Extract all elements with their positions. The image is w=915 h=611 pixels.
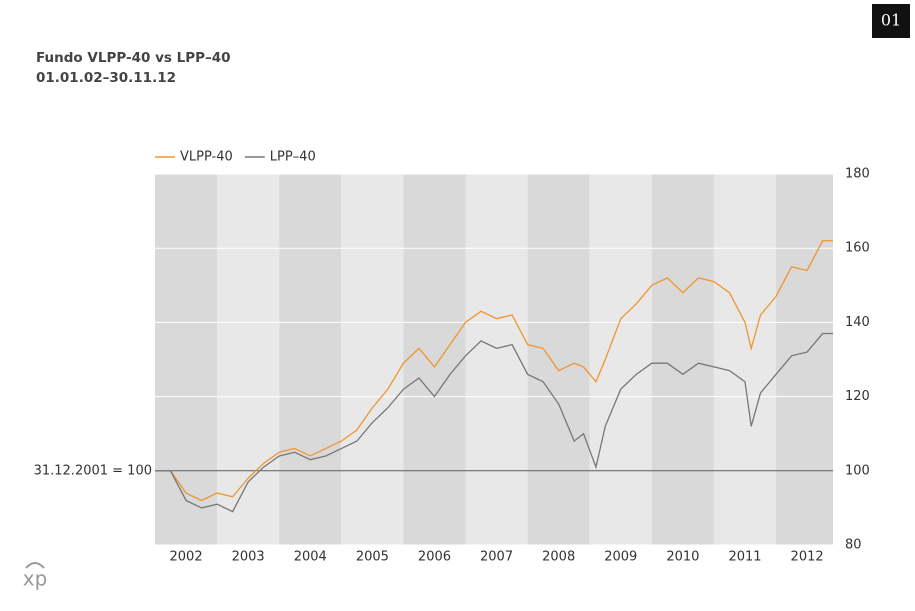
series-line [155, 240, 833, 502]
x-tick-label: 2003 [232, 550, 265, 565]
year-band [465, 174, 528, 545]
reference-label: 31.12.2001 = 100 [34, 463, 152, 478]
chart-subtitle: 01.01.02–30.11.12 [36, 70, 176, 86]
y-tick-label: 160 [845, 241, 870, 256]
year-band [589, 174, 652, 545]
year-band [776, 174, 833, 545]
year-band [527, 174, 590, 545]
x-tick-label: 2007 [480, 550, 513, 565]
x-tick-label: 2002 [170, 550, 203, 565]
x-tick-label: 2008 [542, 550, 575, 565]
x-tick-label: 2004 [294, 550, 327, 565]
year-band [713, 174, 777, 545]
legend-label: LPP–40 [270, 150, 316, 165]
x-tick-label: 2005 [356, 550, 389, 565]
svg-text:xp: xp [23, 567, 48, 591]
y-tick-label: 140 [845, 315, 870, 330]
year-band [403, 174, 466, 545]
series-line [155, 332, 833, 513]
y-tick-label: 80 [845, 538, 862, 553]
year-band [155, 174, 218, 545]
legend-label: VLPP-40 [180, 150, 233, 165]
logo: xp [23, 562, 48, 591]
y-tick-label: 100 [845, 463, 870, 478]
y-tick-label: 120 [845, 389, 870, 404]
x-tick-label: 2009 [604, 550, 637, 565]
year-band [341, 174, 404, 545]
chart-title: Fundo VLPP-40 vs LPP–40 [36, 50, 231, 66]
x-tick-label: 2012 [791, 550, 824, 565]
x-tick-label: 2011 [728, 550, 761, 565]
y-tick-label: 180 [845, 167, 870, 182]
year-band [651, 174, 714, 545]
badge: 01 [881, 11, 901, 30]
x-tick-label: 2006 [418, 550, 451, 565]
badge-box [872, 4, 910, 38]
x-tick-label: 2010 [666, 550, 699, 565]
year-band [217, 174, 280, 545]
year-band [279, 174, 342, 545]
